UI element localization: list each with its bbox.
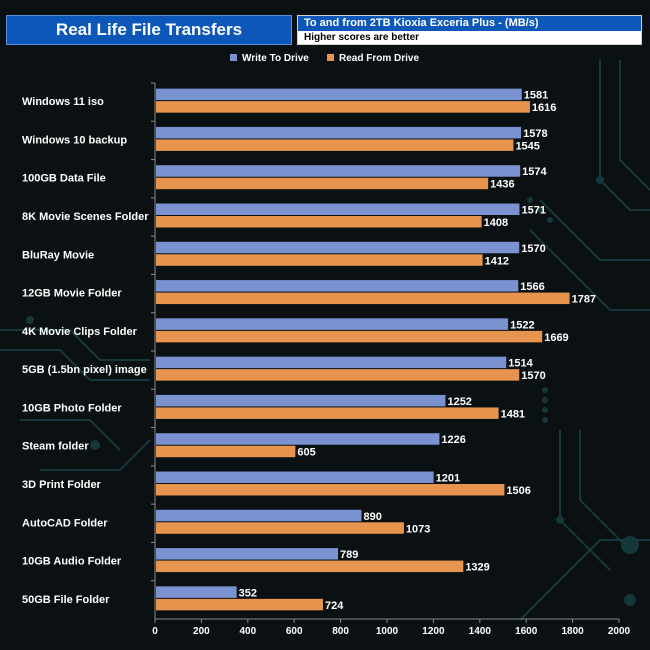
write-bar — [156, 394, 446, 407]
data-label: 724 — [325, 600, 344, 612]
x-tick-label: 800 — [332, 626, 349, 637]
read-bar — [156, 407, 499, 419]
write-bar — [156, 509, 362, 522]
x-tick-label: 200 — [193, 626, 210, 637]
x-tick-label: 400 — [239, 626, 256, 637]
read-bar — [156, 484, 505, 496]
category-label: 10GB Photo Folder — [22, 402, 122, 414]
data-label: 1570 — [521, 370, 545, 382]
data-label: 1408 — [484, 217, 508, 229]
data-label: 1570 — [521, 243, 545, 255]
write-bar — [156, 280, 519, 292]
x-tick-label: 1000 — [376, 626, 399, 637]
x-tick-label: 600 — [286, 626, 303, 637]
category-label: 100GB Data File — [22, 173, 106, 185]
data-label: 1787 — [572, 294, 596, 306]
data-label: 1616 — [532, 102, 556, 114]
data-label: 1578 — [523, 128, 547, 140]
read-bar — [156, 445, 296, 458]
category-label: Steam folder — [22, 441, 89, 453]
category-label: AutoCAD Folder — [22, 517, 108, 529]
legend-swatch — [230, 54, 237, 61]
data-label: 1574 — [522, 166, 547, 178]
data-label: 1545 — [515, 140, 539, 152]
data-label: 1669 — [544, 332, 568, 344]
data-label: 1252 — [447, 396, 471, 408]
data-label: 605 — [297, 447, 315, 459]
score-note: Higher scores are better — [298, 31, 641, 44]
write-bar — [156, 471, 434, 483]
data-label: 1566 — [520, 281, 544, 293]
subtitle-box: To and from 2TB Kioxia Exceria Plus - (M… — [297, 15, 642, 45]
category-label: 4K Movie Clips Folder — [22, 326, 138, 338]
chart-title: Real Life File Transfers — [6, 15, 292, 45]
data-label: 890 — [363, 511, 381, 523]
data-label: 789 — [340, 549, 358, 561]
data-label: 1226 — [441, 434, 465, 446]
write-bar — [156, 548, 339, 560]
write-bar — [156, 586, 237, 598]
read-bar — [156, 177, 489, 190]
x-tick-label: 1800 — [561, 626, 584, 637]
data-label: 1412 — [485, 255, 509, 267]
legend-swatch — [327, 54, 334, 61]
write-bar — [156, 126, 522, 139]
read-bar — [156, 101, 530, 113]
x-tick-label: 0 — [152, 626, 158, 637]
write-bar — [156, 88, 522, 101]
write-bar — [156, 318, 509, 330]
read-bar — [156, 139, 514, 151]
data-label: 1201 — [436, 473, 460, 485]
read-bar — [156, 254, 483, 266]
category-label: 10GB Audio Folder — [22, 556, 122, 568]
category-label: 8K Movie Scenes Folder — [22, 211, 149, 223]
category-label: 12GB Movie Folder — [22, 288, 122, 300]
data-label: 1571 — [521, 205, 545, 217]
category-label: 50GB File Folder — [22, 594, 110, 606]
write-bar — [156, 241, 520, 254]
category-label: BluRay Movie — [22, 249, 94, 261]
read-bar — [156, 216, 482, 228]
data-label: 1581 — [524, 90, 548, 102]
read-bar — [156, 560, 464, 573]
data-label: 1514 — [508, 358, 533, 370]
data-label: 352 — [239, 587, 257, 599]
x-tick-label: 1200 — [422, 626, 445, 637]
write-bar — [156, 356, 507, 369]
data-label: 1436 — [490, 179, 514, 191]
x-tick-label: 2000 — [608, 626, 631, 637]
data-label: 1506 — [506, 485, 530, 497]
data-label: 1329 — [465, 562, 489, 574]
data-label: 1481 — [501, 408, 525, 420]
x-tick-label: 1600 — [515, 626, 538, 637]
read-bar — [156, 369, 520, 381]
read-bar — [156, 330, 543, 343]
read-bar — [156, 598, 323, 611]
category-label: 5GB (1.5bn pixel) image — [22, 364, 147, 376]
chart-subtitle: To and from 2TB Kioxia Exceria Plus - (M… — [298, 16, 641, 31]
category-label: Windows 10 backup — [22, 134, 127, 146]
data-label: 1522 — [510, 319, 534, 331]
write-bar — [156, 433, 440, 445]
legend-label: Write To Drive — [242, 53, 309, 64]
read-bar — [156, 292, 570, 305]
write-bar — [156, 203, 520, 215]
category-label: Windows 11 iso — [22, 96, 104, 108]
category-label: 3D Print Folder — [22, 479, 102, 491]
read-bar — [156, 522, 404, 534]
legend-label: Read From Drive — [339, 53, 419, 64]
write-bar — [156, 165, 521, 177]
x-tick-label: 1400 — [469, 626, 492, 637]
data-label: 1073 — [406, 523, 430, 535]
